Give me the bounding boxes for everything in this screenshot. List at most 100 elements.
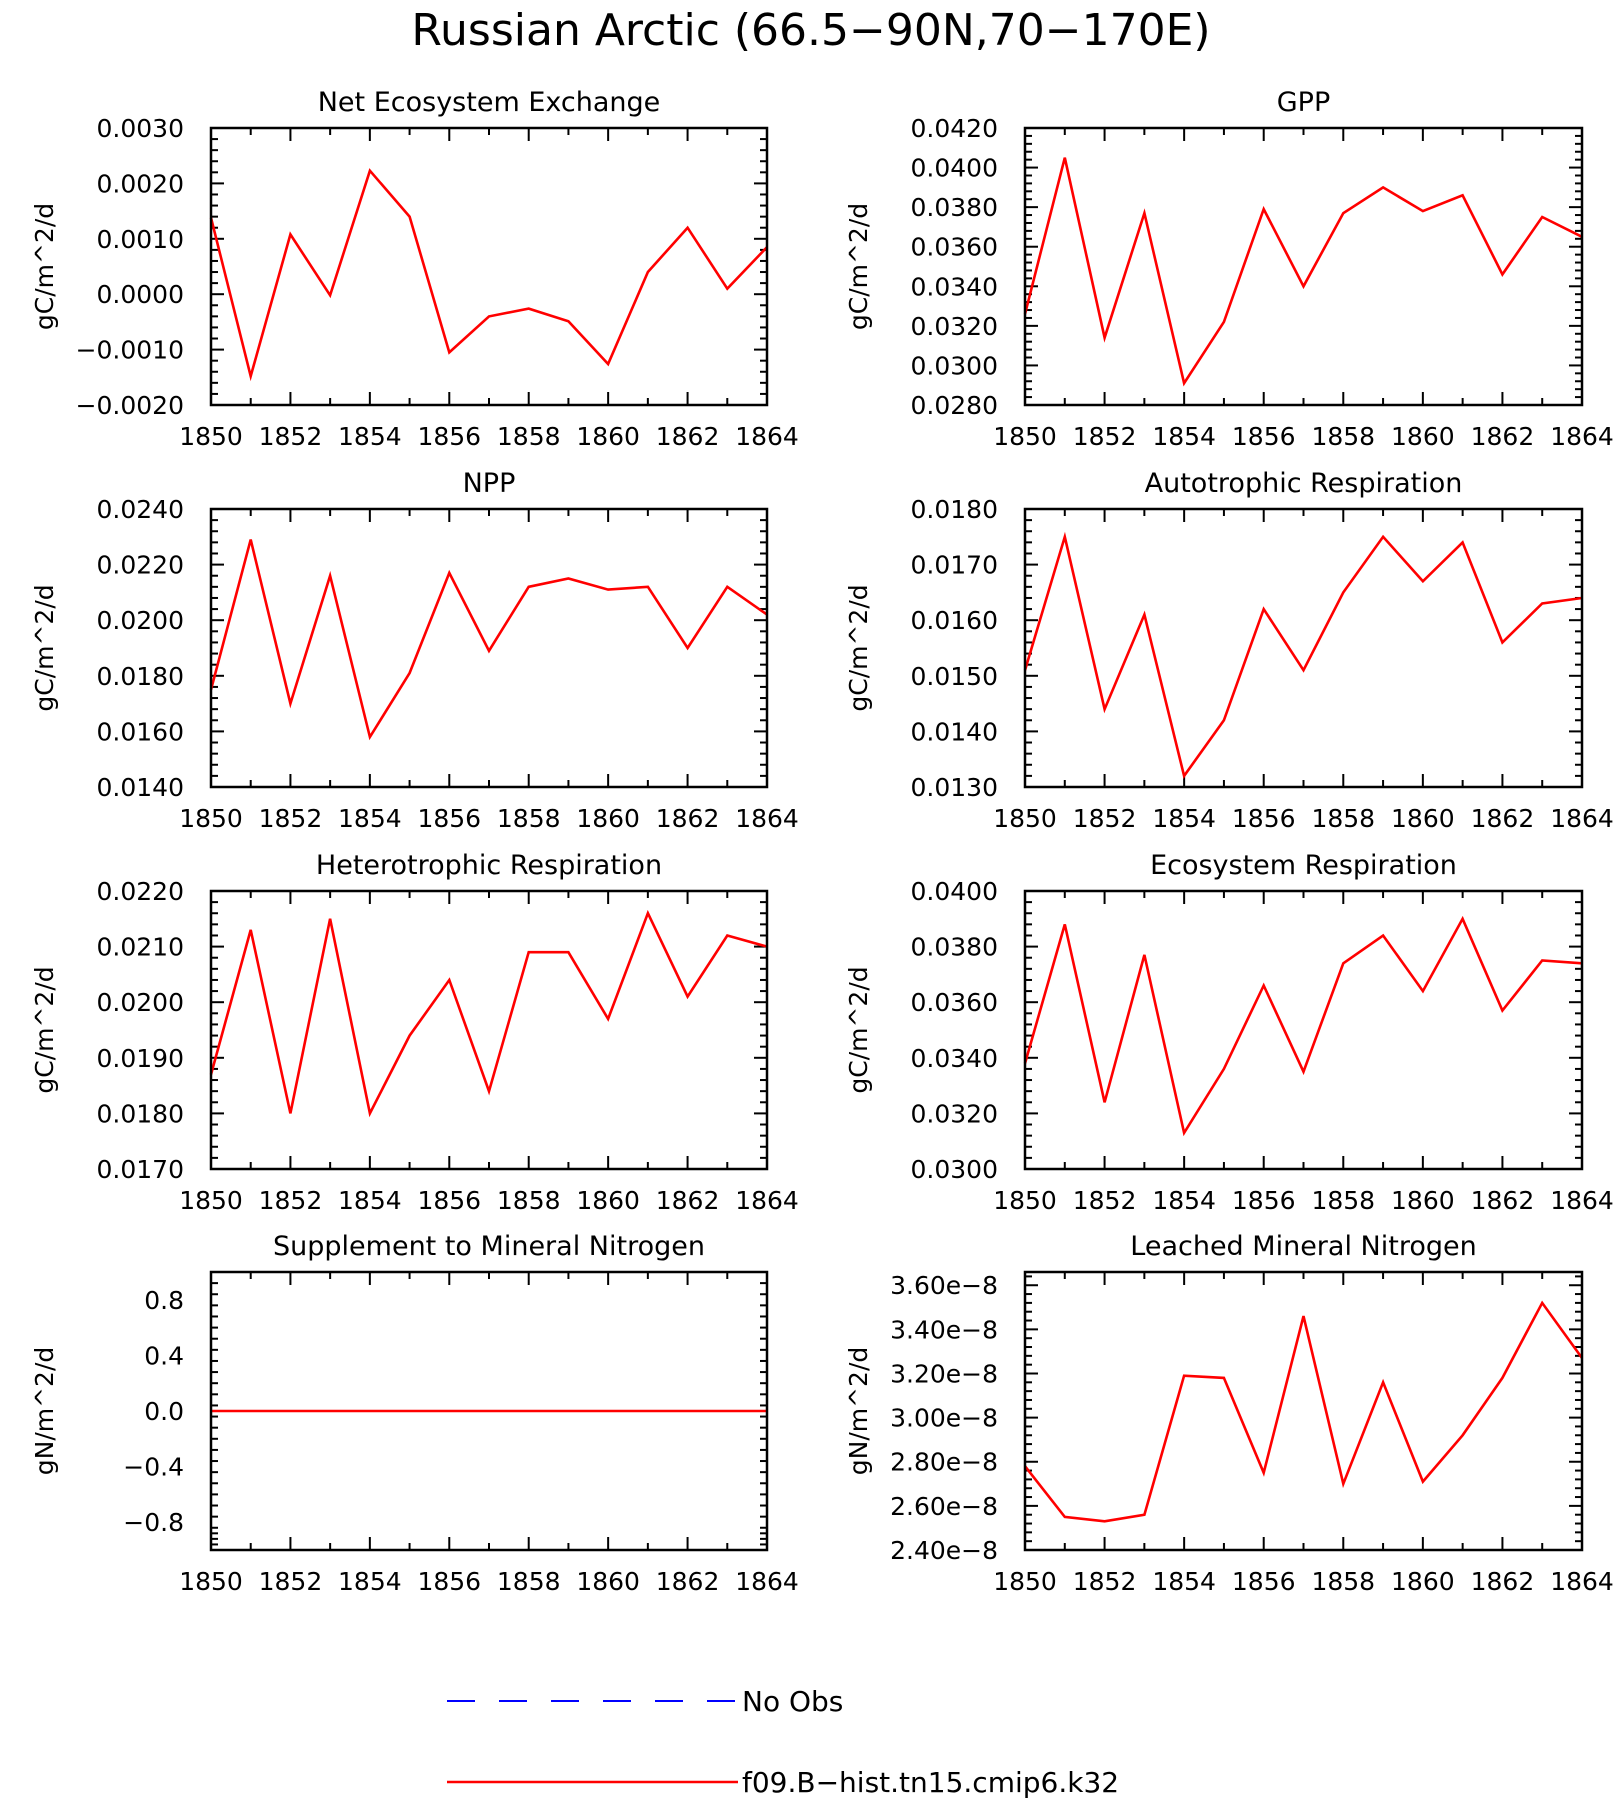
series-line (1023, 915, 1583, 1137)
y-tick-label: 0.0180 (911, 495, 998, 524)
x-tick-label: 1858 (497, 1186, 561, 1215)
x-tick-label: 1858 (1311, 1186, 1375, 1215)
y-tick-label: 0.0240 (97, 495, 184, 524)
x-tick-label: 1864 (1550, 422, 1614, 451)
y-axis-label: gC/m^2/d (30, 584, 59, 711)
x-tick-label: 1850 (993, 422, 1057, 451)
x-tick-label: 1862 (1471, 1186, 1535, 1215)
y-tick-label: 0.0300 (911, 351, 998, 380)
x-tick-label: 1850 (179, 1567, 243, 1596)
plot-frame (1023, 1270, 1584, 1552)
x-tick-label: 1864 (1550, 1567, 1614, 1596)
x-tick-label: 1854 (338, 804, 402, 833)
panel-7: Supplement to Mineral Nitrogen gN/m^2/d 18… (30, 1231, 799, 1596)
x-tick-label: 1864 (735, 804, 799, 833)
y-tick-label: 0.0340 (911, 272, 998, 301)
y-tick-label: 0.0180 (97, 662, 184, 691)
plot-frame (209, 126, 769, 407)
panel-5: Heterotrophic Respiration gC/m^2/d 1850 185… (30, 850, 799, 1215)
series-line (1023, 1300, 1584, 1523)
x-tick-label: 1850 (179, 804, 243, 833)
y-tick-label: −0.0010 (76, 336, 184, 365)
y-tick-label: 0.0150 (911, 662, 998, 691)
x-tick-label: 1850 (993, 804, 1057, 833)
x-tick-label: 1854 (1152, 804, 1216, 833)
y-tick-label: 0.0160 (911, 606, 998, 635)
x-tick-label: 1858 (497, 422, 561, 451)
x-tick-label: 1852 (1073, 804, 1137, 833)
y-tick-label: 3.60e−8 (890, 1271, 998, 1300)
x-tick-label: 1856 (1232, 804, 1296, 833)
x-tick-label: 1854 (1152, 1186, 1216, 1215)
panel-title: Supplement to Mineral Nitrogen (273, 1231, 705, 1262)
x-tick-label: 1862 (656, 1186, 720, 1215)
figure-title: Russian Arctic (66.5−90N,70−170E) (411, 5, 1210, 56)
y-tick-label: 0.0380 (911, 193, 998, 222)
panels: Net Ecosystem Exchange gC/m^2/d 1850 1852 18… (30, 87, 1614, 1596)
x-tick-label: 1864 (1550, 804, 1614, 833)
y-tick-label: 0.0170 (97, 1155, 184, 1184)
x-tick-label: 1858 (497, 804, 561, 833)
y-tick-label: 0.0020 (97, 169, 184, 198)
x-tick-label: 1854 (1152, 422, 1216, 451)
y-tick-label: 2.40e−8 (890, 1536, 998, 1565)
x-tick-label: 1856 (417, 804, 481, 833)
x-tick-label: 1862 (656, 1567, 720, 1596)
legend: No Obs f09.B−hist.tn15.cmip6.k32 (447, 1685, 1119, 1799)
plot-frame (209, 507, 769, 789)
x-tick-label: 1864 (735, 1186, 799, 1215)
x-tick-label: 1852 (1073, 422, 1137, 451)
panel-4: Autotrophic Respiration gC/m^2/d 1850 1852 1… (844, 468, 1614, 833)
panel-1: Net Ecosystem Exchange gC/m^2/d 1850 1852 18… (30, 87, 799, 451)
legend-obs-label: No Obs (742, 1685, 843, 1718)
panel-title: Autotrophic Respiration (1145, 468, 1463, 499)
y-tick-label: −0.4 (123, 1453, 184, 1482)
y-tick-label: 0.0170 (911, 551, 998, 580)
x-tick-label: 1856 (417, 1567, 481, 1596)
x-tick-label: 1860 (576, 1567, 640, 1596)
y-tick-label: 2.60e−8 (890, 1492, 998, 1521)
x-tick-label: 1862 (656, 804, 720, 833)
plot-frame (1023, 507, 1584, 789)
panel-title: Net Ecosystem Exchange (318, 87, 661, 118)
y-tick-label: 0.0400 (911, 154, 998, 183)
panel-title: GPP (1277, 87, 1331, 118)
y-axis-label: gC/m^2/d (844, 584, 873, 711)
panel-8: Leached Mineral Nitrogen gN/m^2/d 1850 1852… (844, 1231, 1614, 1596)
x-tick-label: 1852 (259, 422, 323, 451)
y-tick-label: 3.20e−8 (890, 1359, 998, 1388)
x-tick-label: 1864 (735, 1567, 799, 1596)
x-tick-label: 1854 (338, 1186, 402, 1215)
y-tick-label: 0.0 (144, 1397, 184, 1426)
plot-frame (1023, 889, 1584, 1171)
y-tick-label: 0.0340 (911, 1044, 998, 1073)
plot-frame (1023, 126, 1584, 407)
x-tick-label: 1852 (259, 1186, 323, 1215)
x-tick-label: 1860 (576, 1186, 640, 1215)
y-tick-label: 0.0220 (97, 877, 184, 906)
x-tick-label: 1864 (735, 422, 799, 451)
x-tick-label: 1850 (993, 1186, 1057, 1215)
panel-title: Ecosystem Respiration (1150, 850, 1457, 881)
x-tick-label: 1860 (1391, 1567, 1455, 1596)
y-tick-label: 0.8 (144, 1286, 184, 1315)
x-tick-label: 1850 (179, 422, 243, 451)
y-tick-label: 0.0010 (97, 225, 184, 254)
y-tick-label: 0.0180 (97, 1099, 184, 1128)
y-tick-label: 0.0130 (911, 773, 998, 802)
y-tick-label: 3.00e−8 (890, 1404, 998, 1433)
x-tick-label: 1850 (993, 1567, 1057, 1596)
x-tick-label: 1854 (338, 1567, 402, 1596)
y-tick-label: 0.0420 (911, 114, 998, 143)
x-tick-label: 1858 (1311, 804, 1375, 833)
y-axis-label: gC/m^2/d (30, 203, 59, 330)
y-tick-label: 0.0220 (97, 551, 184, 580)
x-tick-label: 1856 (417, 422, 481, 451)
y-tick-label: 0.0300 (911, 1155, 998, 1184)
y-axis-label: gN/m^2/d (30, 1347, 59, 1476)
series-line (209, 909, 768, 1118)
x-tick-label: 1854 (338, 422, 402, 451)
y-tick-label: 0.0280 (911, 391, 998, 420)
y-tick-label: 0.0030 (97, 114, 184, 143)
panel-title: Heterotrophic Respiration (316, 850, 662, 881)
